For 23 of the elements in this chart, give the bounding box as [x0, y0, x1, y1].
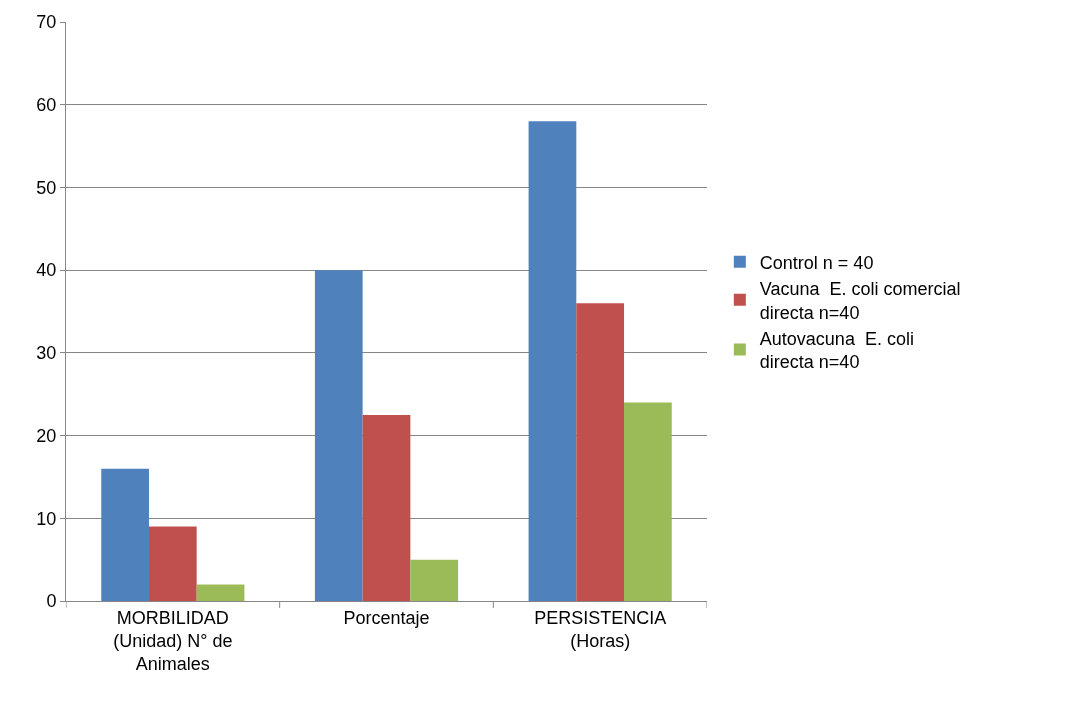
legend-label: Autovacuna E. coli directa n=40 — [759, 328, 914, 373]
y-tick-label: 70 — [36, 12, 57, 33]
legend-label: Vacuna E. coli comercial directa n=40 — [759, 279, 961, 323]
bar — [148, 526, 197, 601]
bar — [196, 584, 245, 601]
x-tick-label: PERSISTENCIA (Horas) — [534, 607, 667, 651]
y-tick-label: 10 — [36, 508, 57, 529]
bar — [528, 121, 577, 601]
bar — [314, 270, 363, 601]
legend-label: Control n = 40 — [759, 252, 874, 273]
bar — [624, 402, 672, 601]
bar — [362, 414, 411, 601]
y-tick-label: 60 — [36, 95, 57, 116]
bar — [410, 559, 459, 601]
y-tick-label: 20 — [36, 425, 57, 446]
bar — [576, 303, 625, 601]
y-tick-label: 0 — [46, 591, 57, 612]
bar — [101, 468, 149, 601]
x-tick-label: MORBILIDAD (Unidad) N° de Animales — [113, 607, 233, 675]
x-tick-label: Porcentaje — [343, 607, 430, 628]
y-tick-label: 40 — [36, 260, 57, 281]
y-tick-label: 30 — [36, 343, 57, 364]
y-tick-label: 50 — [36, 177, 57, 198]
